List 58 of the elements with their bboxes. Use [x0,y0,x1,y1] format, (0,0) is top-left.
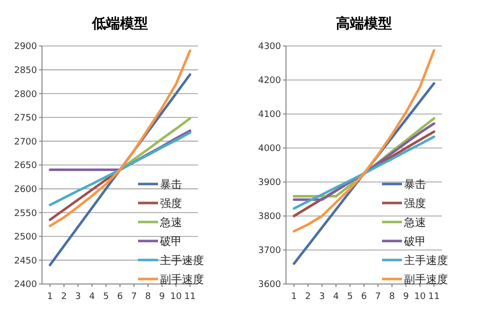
x-tick-label: 11 [184,292,196,302]
y-tick-label: 2650 [14,161,38,172]
line-series [48,50,192,228]
chart-title: 低端模型 [91,16,148,32]
y-tick-label: 2700 [14,137,38,148]
line-series [48,131,192,206]
x-tick-label: 11 [428,292,440,302]
line-series [292,49,436,233]
legend-label: 主手速度 [160,254,204,267]
x-tick-label: 7 [375,292,381,302]
legend-label: 强度 [160,196,182,210]
y-tick-label: 2600 [14,184,38,195]
x-tick-label: 9 [159,292,166,302]
legend-label: 副手速度 [160,272,204,286]
legend-label: 暴击 [160,178,182,191]
y-tick-label: 2900 [14,42,38,52]
legend-label: 主手速度 [404,254,448,267]
x-tick-label: 3 [319,292,325,302]
x-tick-label: 7 [131,292,137,302]
chart-title: 高端模型 [336,15,392,32]
x-tick-label: 5 [103,292,109,302]
y-tick-label: 3600 [258,280,282,290]
y-tick-label: 3700 [258,246,282,256]
y-tick-label: 4000 [258,144,282,154]
y-tick-label: 2750 [14,114,38,124]
y-tick-label: 2550 [14,208,38,219]
x-tick-label: 5 [347,292,353,302]
y-tick-label: 2400 [14,280,38,290]
y-tick-label: 2500 [14,232,38,243]
legend-label: 副手速度 [404,272,448,286]
x-tick-label: 10 [170,292,182,302]
y-tick-label: 2450 [14,256,38,266]
legend-label: 急速 [159,216,182,229]
y-tick-label: 4200 [258,76,282,86]
x-tick-label: 2 [61,292,67,302]
x-tick-label: 6 [117,292,124,302]
legend-label: 暴击 [404,178,426,191]
legend-label: 强度 [404,196,426,210]
x-tick-label: 1 [47,292,53,302]
y-tick-label: 4100 [258,110,282,120]
legend-label: 破甲 [159,234,182,248]
x-tick-label: 4 [333,292,340,302]
y-tick-label: 3800 [258,212,282,222]
legend-label: 急速 [403,216,426,229]
y-tick-label: 2800 [14,90,38,100]
y-tick-label: 4300 [258,42,282,52]
x-tick-label: 4 [89,292,96,302]
x-tick-label: 8 [145,292,152,302]
x-tick-label: 1 [291,292,297,302]
x-tick-label: 2 [305,292,311,302]
x-tick-label: 3 [75,292,81,302]
x-tick-label: 6 [361,292,368,302]
x-tick-label: 8 [389,292,396,302]
x-tick-label: 9 [403,292,410,302]
x-tick-label: 10 [414,292,426,302]
legend-label: 破甲 [403,234,426,248]
y-tick-label: 3900 [258,178,282,188]
y-tick-label: 2850 [14,66,38,76]
